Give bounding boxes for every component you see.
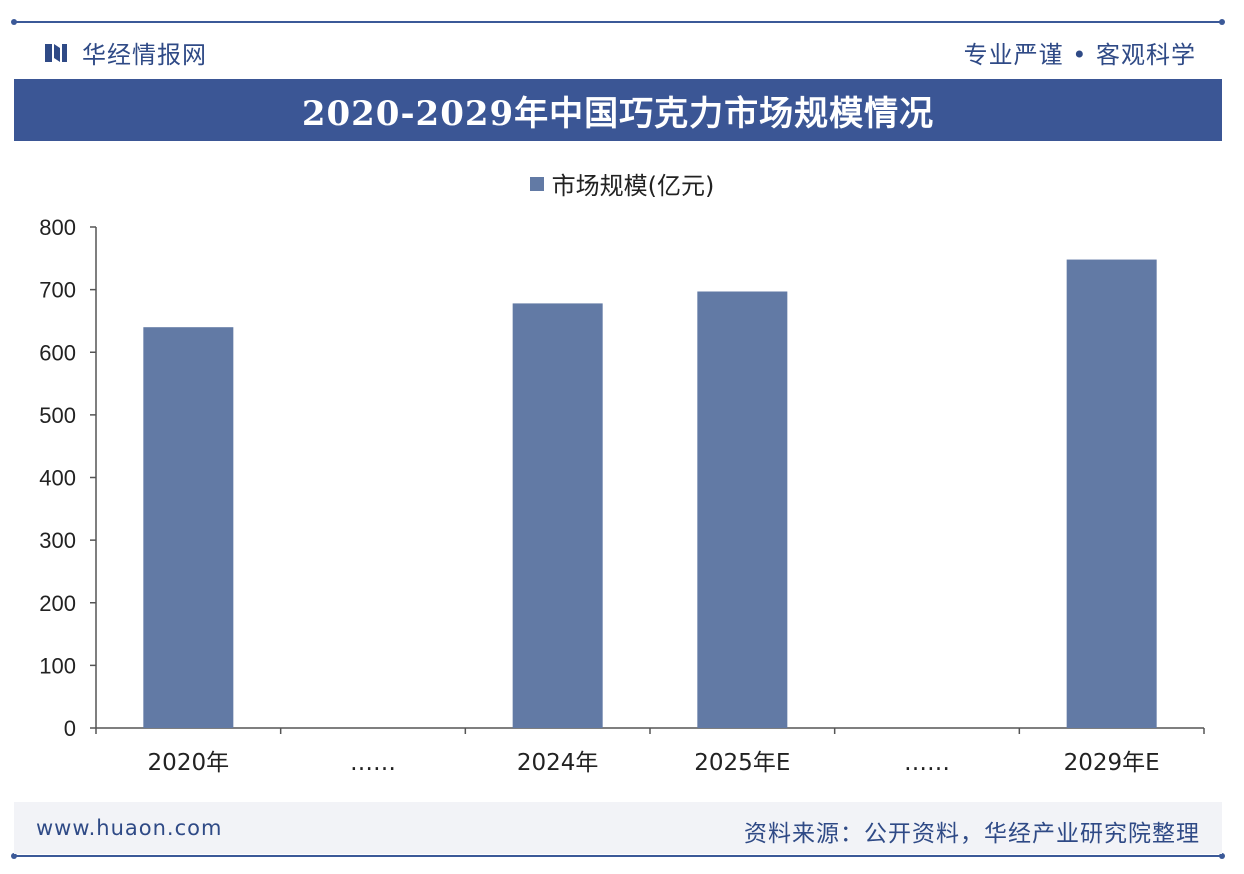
y-tick-label: 0 (64, 716, 76, 741)
bar (512, 303, 603, 728)
y-tick-label: 800 (39, 215, 76, 240)
slogan: 专业严谨 • 客观科学 (963, 41, 1196, 69)
footer-source: 资料来源：公开资料，华经产业研究院整理 (744, 821, 1200, 847)
brand: 华经情报网 (44, 35, 207, 70)
brand-name: 华经情报网 (82, 41, 207, 69)
y-tick-label: 100 (39, 653, 76, 678)
chart-title: 2020-2029年中国巧克力市场规模情况 (301, 93, 935, 134)
x-tick-label: 2020年 (148, 750, 230, 776)
brand-logo-icon (45, 43, 67, 62)
legend-swatch (529, 176, 544, 191)
legend: 市场规模(亿元) (0, 166, 1244, 201)
x-tick-label: …… (904, 750, 950, 776)
x-tick-label: 2025年E (694, 750, 790, 776)
title-bar: 2020-2029年中国巧克力市场规模情况 (14, 79, 1222, 141)
bar (1066, 259, 1157, 728)
y-tick-label: 500 (39, 403, 76, 428)
x-tick-label: 2024年 (517, 750, 599, 776)
y-tick-label: 400 (39, 466, 76, 491)
bar (697, 291, 788, 728)
y-tick-label: 700 (39, 278, 76, 303)
top-rule (11, 19, 1225, 25)
bottom-rule (11, 853, 1225, 859)
bar (143, 327, 234, 728)
x-tick-label: 2029年E (1064, 750, 1160, 776)
legend-label: 市场规模(亿元) (551, 172, 715, 200)
y-tick-label: 600 (39, 340, 76, 365)
x-tick-label: …… (350, 750, 396, 776)
footer: www.huaon.com 资料来源：公开资料，华经产业研究院整理 (14, 802, 1222, 854)
y-tick-label: 200 (39, 591, 76, 616)
header: 华经情报网 专业严谨 • 客观科学 (14, 23, 1222, 79)
y-tick-label: 300 (39, 528, 76, 553)
bar-chart: 0 100 200 300 400 500 600 700 800 2020年 …… 2024年 202… (39, 215, 1205, 776)
footer-website: www.huaon.com (36, 816, 223, 840)
